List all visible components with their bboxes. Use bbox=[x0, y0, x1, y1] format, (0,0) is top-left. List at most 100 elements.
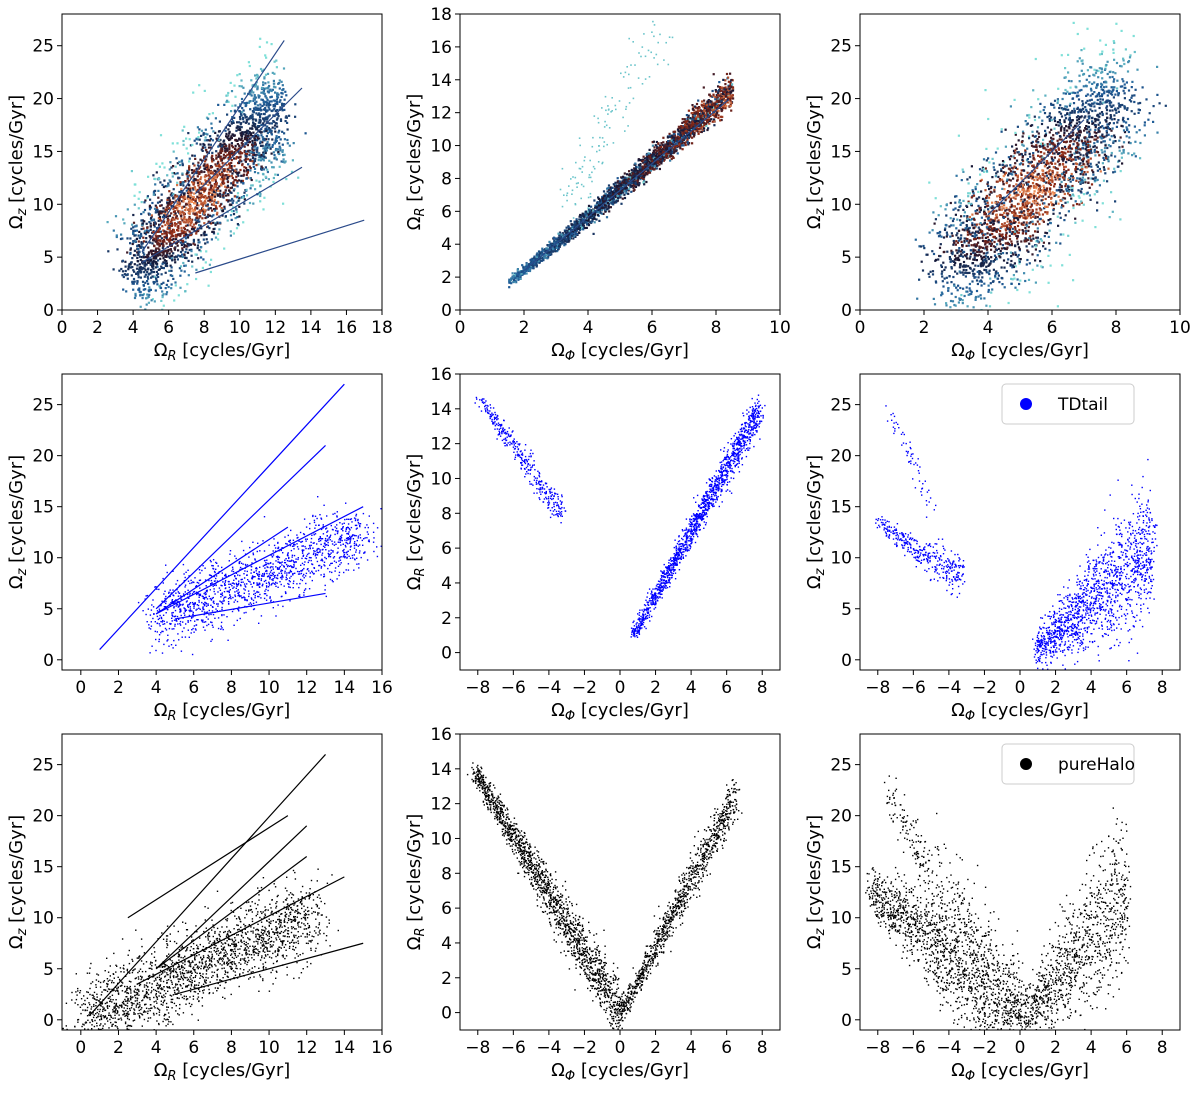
scatter-point bbox=[695, 123, 699, 126]
scatter-point bbox=[243, 145, 246, 148]
scatter-point bbox=[205, 250, 208, 253]
scatter-point bbox=[516, 275, 519, 278]
scatter-point bbox=[285, 115, 288, 118]
scatter-point bbox=[262, 87, 265, 90]
scatter-point bbox=[175, 215, 178, 218]
scatter-point bbox=[535, 255, 539, 258]
scatter-point bbox=[257, 163, 260, 166]
scatter-point bbox=[207, 207, 210, 210]
scatter-point bbox=[125, 274, 128, 277]
scatter-point bbox=[152, 280, 155, 284]
scatter-point bbox=[260, 153, 263, 157]
scatter-point bbox=[253, 167, 257, 170]
scatter-point bbox=[148, 206, 151, 209]
scatter-point bbox=[193, 226, 197, 229]
scatter-point bbox=[662, 155, 665, 158]
scatter-point bbox=[698, 106, 701, 109]
scatter-point bbox=[164, 264, 167, 267]
scatter-point bbox=[714, 89, 717, 92]
scatter-point bbox=[268, 108, 271, 111]
scatter-point bbox=[232, 121, 235, 124]
scatter-point bbox=[195, 167, 198, 170]
scatter-point bbox=[181, 253, 184, 256]
scatter-point bbox=[653, 168, 656, 171]
scatter-point bbox=[254, 154, 257, 157]
scatter-point bbox=[715, 100, 718, 103]
scatter-point bbox=[274, 99, 277, 102]
scatter-point bbox=[587, 204, 591, 207]
scatter-point bbox=[136, 271, 139, 274]
scatter-point bbox=[688, 142, 691, 145]
scatter-point bbox=[163, 240, 166, 243]
scatter-point bbox=[227, 168, 230, 171]
scatter-point bbox=[138, 263, 141, 266]
scatter-point bbox=[691, 142, 694, 145]
scatter-point bbox=[224, 189, 227, 192]
scatter-point bbox=[149, 222, 152, 225]
scatter-point bbox=[268, 146, 271, 149]
scatter-points bbox=[508, 20, 735, 289]
scatter-point bbox=[605, 216, 609, 219]
scatter-point bbox=[227, 134, 230, 137]
scatter-point bbox=[176, 258, 179, 261]
x-tick-label: 16 bbox=[336, 318, 358, 338]
scatter-point bbox=[643, 183, 646, 186]
scatter-point bbox=[642, 155, 645, 158]
scatter-point bbox=[166, 174, 169, 177]
scatter-point bbox=[230, 203, 233, 206]
scatter-point bbox=[572, 224, 575, 227]
scatter-point bbox=[172, 150, 175, 153]
scatter-point bbox=[238, 137, 241, 140]
scatter-point bbox=[252, 97, 255, 100]
scatter-point bbox=[288, 114, 291, 117]
scatter-point bbox=[722, 97, 725, 100]
scatter-point bbox=[155, 255, 158, 258]
scatter-point bbox=[270, 132, 273, 135]
scatter-point bbox=[129, 248, 132, 251]
scatter-point bbox=[188, 160, 191, 163]
scatter-point bbox=[689, 131, 692, 134]
scatter-point bbox=[245, 104, 248, 107]
scatter-point bbox=[255, 100, 258, 103]
scatter-point bbox=[226, 99, 229, 102]
x-tick-label: 0 bbox=[57, 318, 68, 338]
scatter-point bbox=[272, 99, 275, 102]
scatter-point bbox=[727, 86, 730, 89]
scatter-point bbox=[241, 107, 244, 110]
scatter-point bbox=[160, 237, 163, 240]
scatter-point bbox=[265, 96, 268, 99]
scatter-point bbox=[546, 252, 549, 255]
scatter-point bbox=[152, 193, 155, 196]
scatter-point bbox=[191, 143, 194, 147]
scatter-point bbox=[148, 213, 151, 216]
scatter-point bbox=[605, 202, 608, 205]
scatter-point bbox=[193, 164, 196, 167]
scatter-point bbox=[254, 188, 257, 191]
scatter-point bbox=[166, 238, 169, 241]
scatter-point bbox=[258, 112, 261, 115]
scatter-point bbox=[199, 210, 202, 213]
scatter-point bbox=[708, 122, 711, 125]
scatter-point bbox=[633, 180, 636, 183]
scatter-point bbox=[158, 248, 161, 251]
scatter-point bbox=[207, 284, 210, 287]
scatter-point bbox=[540, 250, 543, 254]
scatter-point bbox=[666, 154, 669, 157]
scatter-point bbox=[277, 150, 280, 153]
scatter-point bbox=[508, 281, 511, 284]
scatter-point bbox=[170, 224, 173, 227]
scatter-point bbox=[277, 93, 280, 96]
scatter-point bbox=[223, 207, 226, 210]
scatter-point bbox=[164, 209, 167, 212]
scatter-point bbox=[192, 183, 195, 186]
scatter-point bbox=[209, 200, 212, 203]
scatter-point bbox=[270, 129, 273, 132]
scatter-point bbox=[637, 158, 640, 161]
scatter-point bbox=[267, 104, 271, 107]
scatter-point bbox=[268, 122, 271, 125]
scatter-point bbox=[152, 218, 155, 221]
scatter-point bbox=[214, 223, 217, 226]
scatter-point bbox=[242, 221, 245, 224]
scatter-point bbox=[136, 260, 139, 263]
scatter-point bbox=[259, 142, 262, 145]
